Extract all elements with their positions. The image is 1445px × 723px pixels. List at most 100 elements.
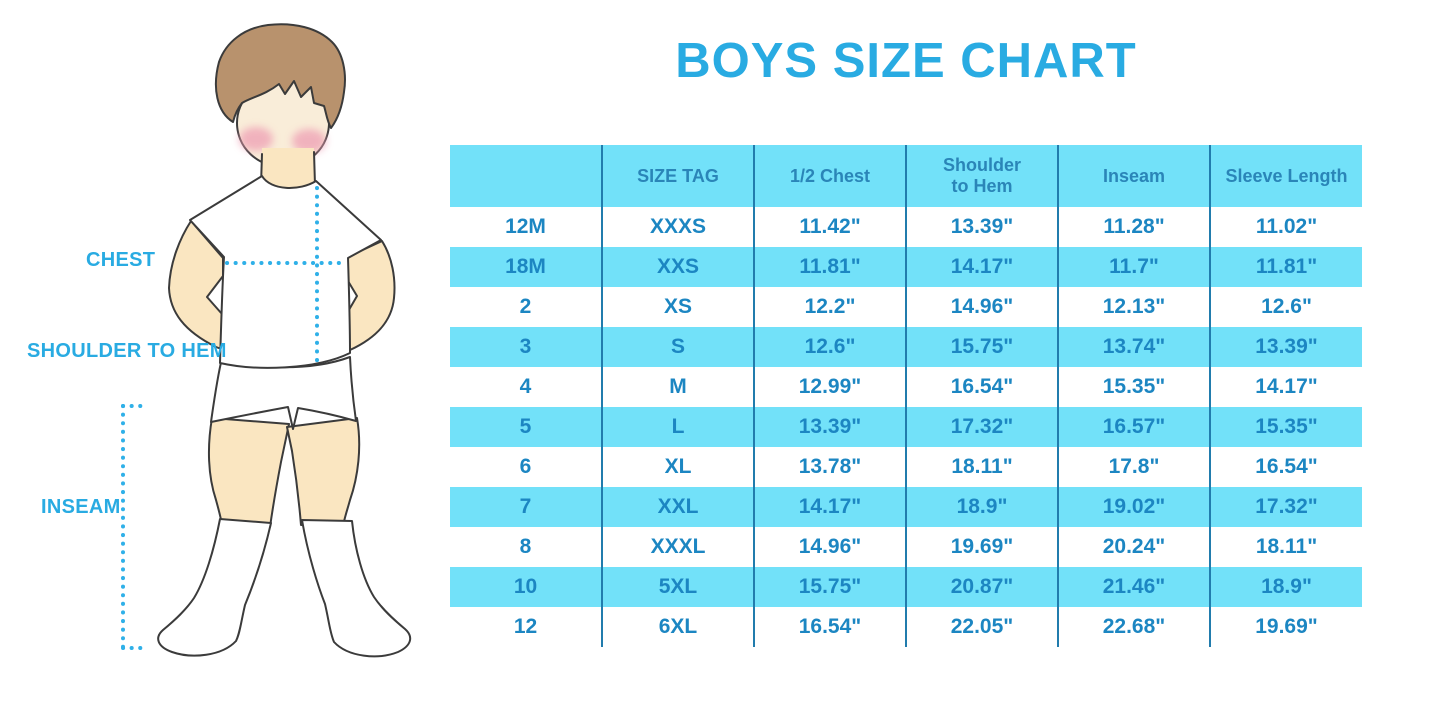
measurement-cell: 13.39" [1209,327,1362,367]
measurement-cell: 17.32" [1209,487,1362,527]
measurement-cell: 11.7" [1057,247,1210,287]
measurement-cell: S [601,327,754,367]
measurement-cell: 14.96" [753,527,906,567]
measurement-cell: 15.35" [1057,367,1210,407]
measurement-cell: 11.02" [1209,207,1362,247]
row-size-label: 6 [519,455,532,478]
boy-figure-illustration: CHEST SHOULDER TO HEM INSEAM [0,0,450,723]
measurement-cell: 15.75" [753,567,906,607]
header-cell-sleeve-length: Sleeve Length [1209,145,1362,207]
header-cell-half-chest: 1/2 Chest [753,145,906,207]
hair [214,23,346,129]
table-row: 12M XXXS 11.42" 13.39" 11.28" 11.02" [450,207,1362,247]
right-cheek-blush [292,129,326,153]
measurement-cell: 19.69" [1209,607,1362,647]
measurement-cell: 11.81" [1209,247,1362,287]
table-row: 4 M 12.99" 16.54" 15.35" 14.17" [450,367,1362,407]
header-cell-size-tag: SIZE TAG [601,145,754,207]
measurement-cell: 19.02" [1057,487,1210,527]
measurement-cell: 17.32" [905,407,1058,447]
measurement-cell: 22.05" [905,607,1058,647]
measurement-cell: XL [601,447,754,487]
right-sock [301,519,412,658]
measurement-cell: 16.54" [905,367,1058,407]
measurement-cell: L [601,407,754,447]
left-leg [207,417,290,528]
row-size-label: 8 [519,535,532,558]
table-header-row: SIZE TAG 1/2 Chest Shoulder to Hem Insea… [450,145,1362,207]
measurement-cell: 12.6" [753,327,906,367]
measurement-cell: 13.74" [1057,327,1210,367]
measurement-cell: 12.2" [753,287,906,327]
row-size-label: 10 [513,575,538,598]
measurement-cell: 14.17" [753,487,906,527]
measurement-cell: 11.28" [1057,207,1210,247]
row-size-label: 5 [519,415,532,438]
measurement-cell: 16.57" [1057,407,1210,447]
measurement-cell: 17.8" [1057,447,1210,487]
measurement-cell: 18.9" [905,487,1058,527]
measurement-cell: 14.17" [1209,367,1362,407]
table-row: 8 XXXL 14.96" 19.69" 20.24" 18.11" [450,527,1362,567]
measurement-cell: 6XL [601,607,754,647]
row-size-label: 2 [519,295,532,318]
measurement-cell: 16.54" [753,607,906,647]
row-size-label: 18M [505,255,546,278]
left-sock [157,518,272,657]
measurement-cell: 12.13" [1057,287,1210,327]
measurement-cell: 18.11" [905,447,1058,487]
table-row: 5 L 13.39" 17.32" 16.57" 15.35" [450,407,1362,447]
table-row: 3 S 12.6" 15.75" 13.74" 13.39" [450,327,1362,367]
table-row: 6 XL 13.78" 18.11" 17.8" 16.54" [450,447,1362,487]
measurement-cell: 13.78" [753,447,906,487]
measurement-cell: 22.68" [1057,607,1210,647]
measurement-cell: XXXL [601,527,754,567]
table-row: 12 6XL 16.54" 22.05" 22.68" 19.69" [450,607,1362,647]
right-leg [286,417,361,528]
size-table: SIZE TAG 1/2 Chest Shoulder to Hem Insea… [450,145,1362,647]
row-size-label: 12M [505,215,546,238]
measurement-cell: XXXS [601,207,754,247]
measurement-cell: 18.9" [1209,567,1362,607]
measurement-cell: XS [601,287,754,327]
table-row: 7 XXL 14.17" 18.9" 19.02" 17.32" [450,487,1362,527]
measurement-cell: 13.39" [753,407,906,447]
measurement-cell: 21.46" [1057,567,1210,607]
measurement-cell: 18.11" [1209,527,1362,567]
neck [262,148,314,188]
measurement-cell: 13.39" [905,207,1058,247]
row-size-label: 12 [513,615,538,638]
measurement-cell: 11.42" [753,207,906,247]
measurement-cell: 12.99" [753,367,906,407]
measurement-cell: 5XL [601,567,754,607]
header-cell-size [450,145,602,207]
measurement-cell: XXS [601,247,754,287]
t-shirt [189,175,382,369]
measurement-cell: 15.75" [905,327,1058,367]
measurement-cell: 11.81" [753,247,906,287]
row-size-label: 7 [519,495,532,518]
left-cheek-blush [239,127,273,151]
table-row: 2 XS 12.2" 14.96" 12.13" 12.6" [450,287,1362,327]
header-cell-inseam: Inseam [1057,145,1210,207]
page-title: BOYS SIZE CHART [675,34,1137,88]
chest-label: CHEST [86,249,156,271]
measurement-cell: 15.35" [1209,407,1362,447]
row-size-label: 4 [519,375,532,398]
measurement-cell: 16.54" [1209,447,1362,487]
size-table-body: 12M XXXS 11.42" 13.39" 11.28" 11.02" 18M XXS 11.… [450,207,1362,647]
measurement-cell: 20.87" [905,567,1058,607]
measurement-cell: 12.6" [1209,287,1362,327]
size-table-head: SIZE TAG 1/2 Chest Shoulder to Hem Insea… [450,145,1362,207]
shoulder-to-hem-label: SHOULDER TO HEM [27,340,227,362]
table-row: 18M XXS 11.81" 14.17" 11.7" 11.81" [450,247,1362,287]
table-row: 10 5XL 15.75" 20.87" 21.46" 18.9" [450,567,1362,607]
boy-figure-svg [121,23,412,658]
header-cell-shoulder-to-hem: Shoulder to Hem [905,145,1058,207]
measurement-cell: XXL [601,487,754,527]
measurement-cell: 20.24" [1057,527,1210,567]
shorts [210,356,357,430]
measurement-cell: 19.69" [905,527,1058,567]
measurement-cell: 14.17" [905,247,1058,287]
